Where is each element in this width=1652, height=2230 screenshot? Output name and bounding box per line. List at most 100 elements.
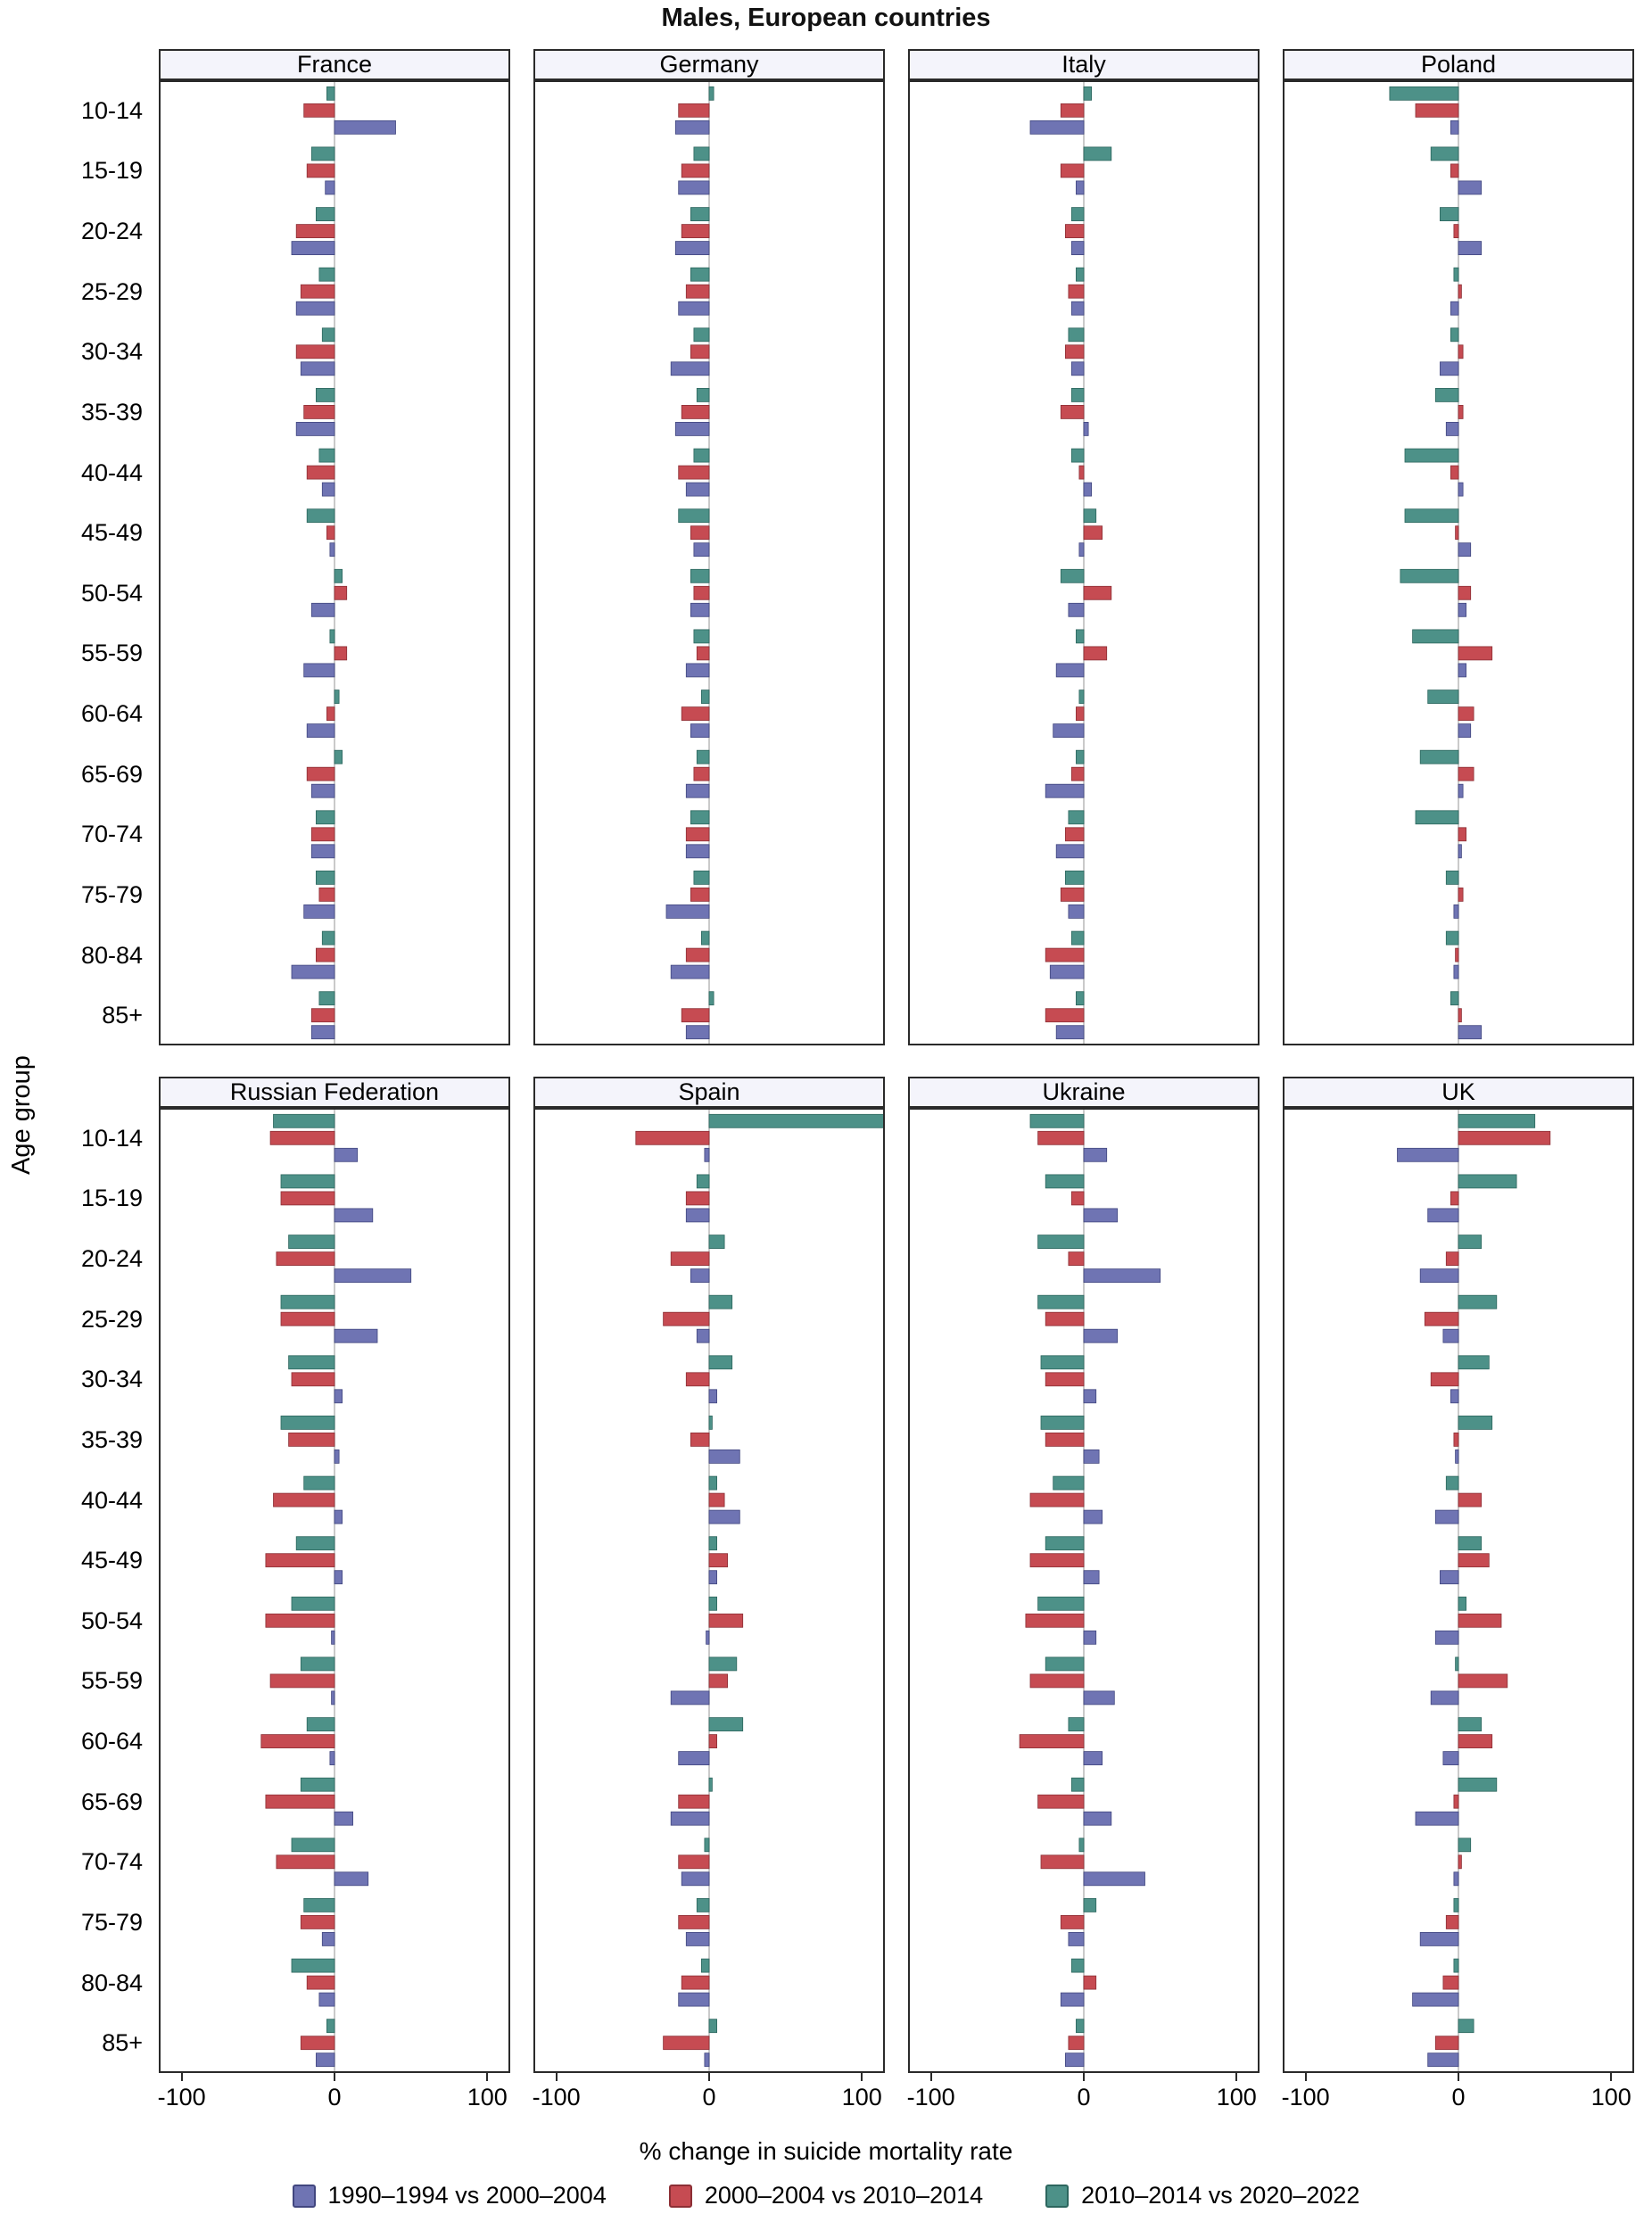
bar	[1439, 361, 1459, 376]
bar	[1445, 871, 1459, 885]
bar	[334, 585, 348, 600]
bar	[334, 1147, 359, 1162]
bar	[1458, 180, 1483, 195]
x-tick-label: 0	[1077, 2084, 1091, 2110]
bar	[1060, 1992, 1085, 2007]
age-group-label: 10-14	[80, 96, 143, 124]
bar	[334, 1570, 343, 1585]
bar	[1430, 1690, 1459, 1706]
bar	[1078, 542, 1085, 558]
bar	[1070, 1958, 1085, 1973]
bar	[1075, 749, 1085, 764]
facet-panel-poland	[1283, 80, 1634, 1045]
x-tick	[180, 2073, 183, 2081]
bar	[1458, 602, 1467, 617]
bar	[693, 448, 710, 463]
age-group-label: 15-19	[80, 1185, 143, 1212]
bar	[306, 766, 335, 781]
bar	[1458, 1838, 1472, 1853]
bar	[693, 542, 710, 558]
bar	[306, 1975, 335, 1990]
bar	[685, 1025, 710, 1040]
x-tick	[334, 2073, 335, 2081]
bar	[1412, 629, 1459, 644]
age-group-label: 70-74	[80, 1848, 143, 1876]
bar	[693, 585, 710, 600]
x-tick-label: 100	[467, 2084, 508, 2110]
bar	[1083, 646, 1108, 661]
bar	[685, 827, 710, 842]
bar	[273, 1492, 335, 1507]
bar	[704, 1838, 710, 1853]
bar	[1037, 1130, 1085, 1145]
bar	[321, 930, 335, 946]
bar	[326, 525, 335, 541]
bar	[1083, 1570, 1100, 1585]
facet-title-russian-federation: Russian Federation	[159, 1077, 510, 1108]
bar	[326, 2019, 335, 2034]
bar	[1458, 542, 1472, 558]
bar	[1029, 1113, 1085, 1128]
bar	[1419, 1268, 1459, 1284]
bar	[1045, 1174, 1085, 1189]
bar	[1070, 207, 1085, 222]
bar	[303, 404, 335, 419]
bar	[1083, 1690, 1115, 1706]
bar	[1070, 930, 1085, 946]
bar	[1060, 1915, 1085, 1929]
bar	[681, 163, 710, 178]
bar	[1445, 1475, 1459, 1491]
bar	[280, 1191, 335, 1206]
bar	[325, 180, 335, 195]
bar	[1083, 1449, 1100, 1464]
bar	[265, 1553, 335, 1568]
bar	[1078, 690, 1085, 704]
bar	[300, 1915, 335, 1929]
bar	[678, 180, 710, 195]
bar	[1453, 1432, 1459, 1447]
x-tick	[1083, 2073, 1085, 2081]
bar	[1458, 1130, 1551, 1145]
bar	[690, 888, 710, 902]
bar	[1045, 1656, 1085, 1672]
bar	[280, 1415, 335, 1430]
bar	[1083, 421, 1089, 436]
x-tick	[708, 2073, 710, 2081]
bar	[708, 1509, 740, 1524]
bar	[690, 1268, 710, 1284]
bar	[1075, 2019, 1085, 2034]
bar	[1040, 1355, 1085, 1370]
bar	[1068, 1251, 1085, 1267]
facet-title-poland: Poland	[1283, 49, 1634, 80]
bar	[1075, 629, 1085, 644]
bar	[1083, 1509, 1103, 1524]
bar	[708, 86, 714, 101]
bar	[288, 1432, 335, 1447]
facet-title-italy: Italy	[908, 49, 1260, 80]
bar	[291, 1372, 335, 1387]
bar	[700, 1958, 710, 1973]
x-tick	[929, 2073, 932, 2081]
x-tick	[1610, 2073, 1613, 2081]
bar	[706, 1630, 710, 1645]
bar	[674, 241, 710, 256]
bar	[1083, 1630, 1097, 1645]
age-group-label: 50-54	[80, 1606, 143, 1634]
bar	[693, 766, 710, 781]
bar	[1083, 508, 1097, 524]
bar	[1078, 1838, 1085, 1853]
bar	[1397, 1147, 1459, 1162]
bar	[1068, 904, 1085, 919]
y-axis-label: Age group	[7, 1055, 36, 1175]
bar	[1453, 1958, 1459, 1973]
bar	[1045, 947, 1085, 962]
bar	[635, 1130, 710, 1145]
bar	[295, 1536, 335, 1551]
panel-frame	[533, 80, 885, 1045]
bar	[310, 844, 335, 859]
bar	[685, 844, 710, 859]
bar	[1434, 387, 1459, 402]
bar	[334, 568, 343, 583]
bar	[1453, 964, 1459, 979]
bar	[1458, 1492, 1483, 1507]
